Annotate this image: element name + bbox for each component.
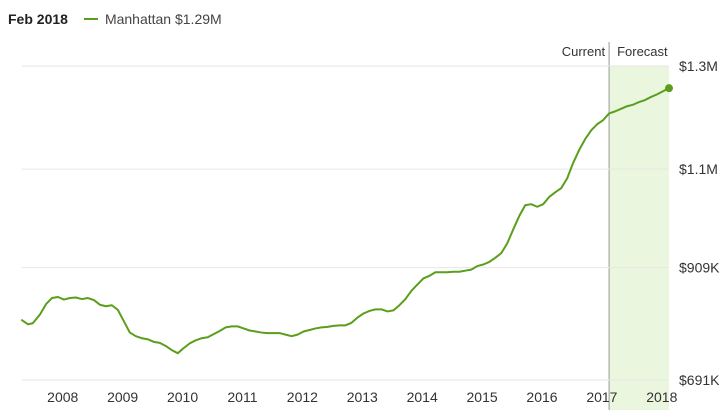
x-tick-label: 2018	[646, 389, 677, 405]
y-tick-label: $1.3M	[679, 58, 718, 74]
x-tick-label: 2014	[407, 389, 438, 405]
y-tick-label: $691K	[679, 372, 720, 388]
x-tick-label: 2009	[107, 389, 138, 405]
x-tick-label: 2017	[586, 389, 617, 405]
series-end-point	[665, 84, 673, 93]
forecast-label: Forecast	[617, 44, 668, 59]
x-tick-label: 2008	[47, 389, 78, 405]
forecast-band	[609, 66, 669, 410]
y-tick-label: $1.1M	[679, 161, 718, 177]
current-label: Current	[562, 44, 606, 59]
x-tick-label: 2015	[467, 389, 498, 405]
legend-label: Manhattan $1.29M	[104, 11, 222, 27]
x-tick-label: 2010	[167, 389, 198, 405]
series-line-manhattan	[21, 87, 670, 355]
x-tick-label: 2016	[526, 389, 557, 405]
chart-header: Feb 2018 Manhattan $1.29M	[8, 8, 222, 30]
x-tick-label: 2012	[287, 389, 318, 405]
legend-line-swatch	[83, 18, 98, 20]
date-label: Feb 2018	[8, 11, 68, 27]
x-tick-label: 2013	[347, 389, 378, 405]
x-tick-label: 2011	[227, 389, 257, 405]
y-tick-label: $909K	[679, 260, 720, 276]
